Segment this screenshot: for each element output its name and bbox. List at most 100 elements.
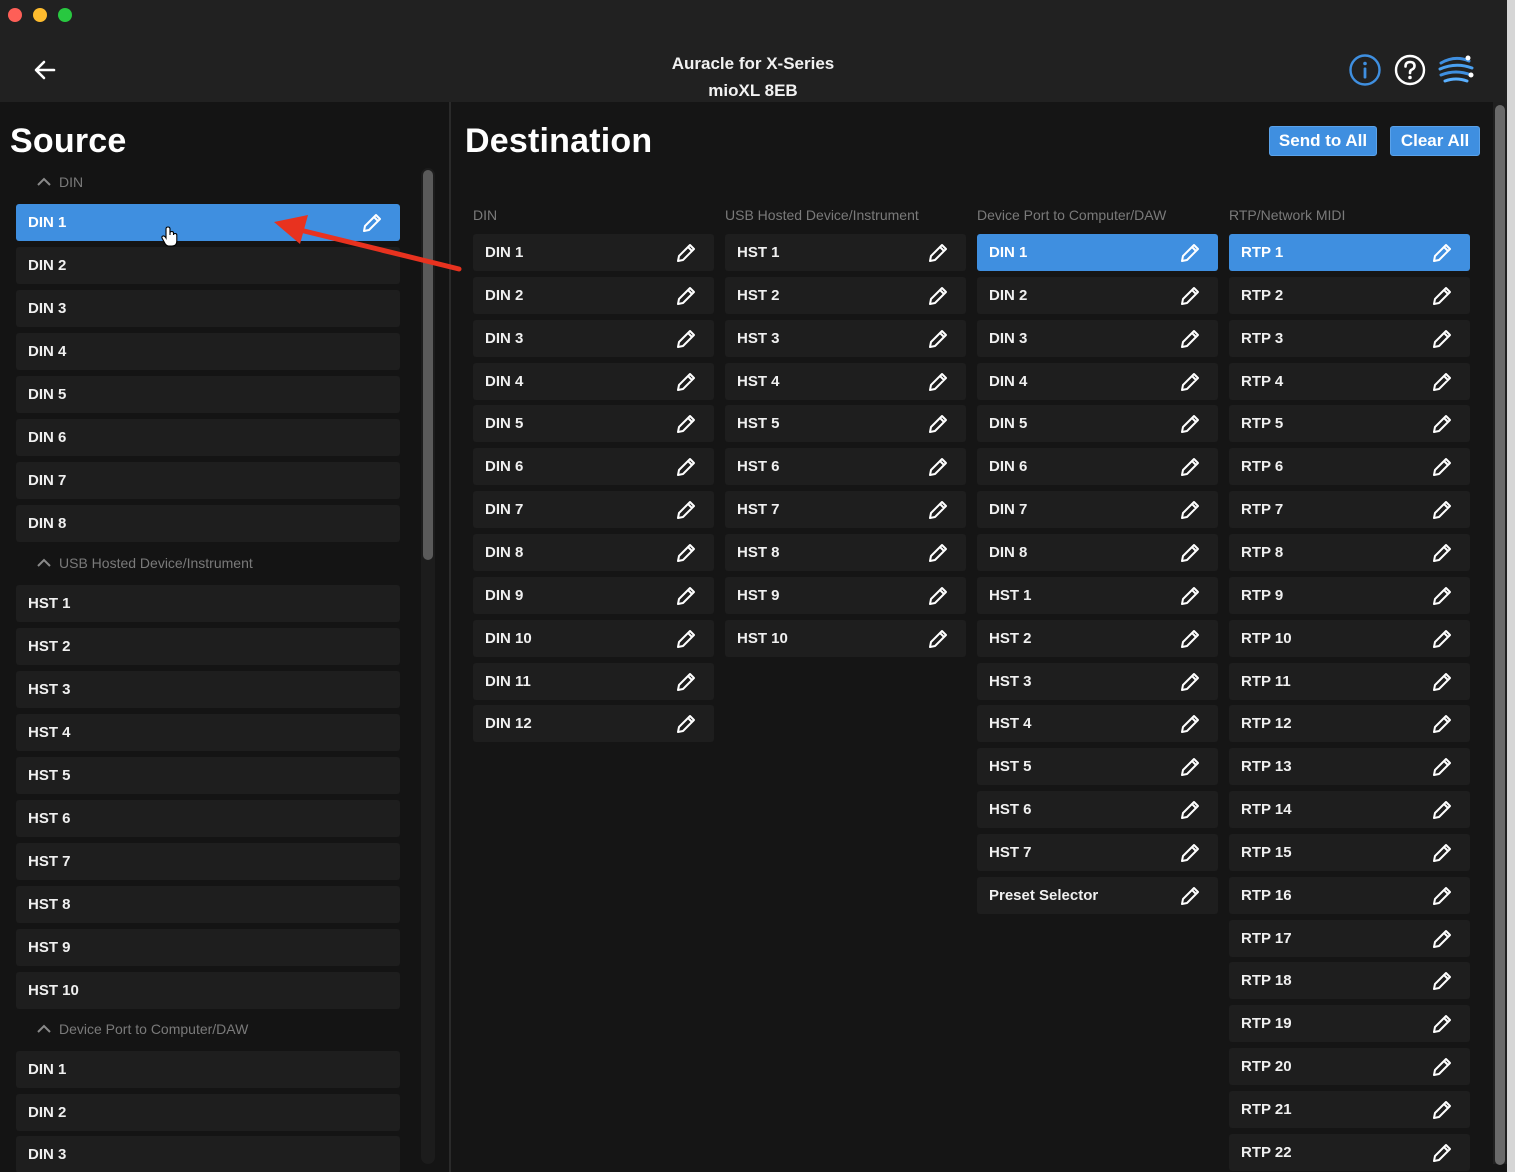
dest-item-rtp-18[interactable]: RTP 18 (1229, 962, 1470, 999)
pencil-icon[interactable] (674, 498, 698, 522)
source-item-din-6[interactable]: DIN 6 (16, 419, 400, 456)
dest-item-rtp-1[interactable]: RTP 1 (1229, 234, 1470, 271)
dest-item-rtp-15[interactable]: RTP 15 (1229, 834, 1470, 871)
dest-item-din-1[interactable]: DIN 1 (473, 234, 714, 271)
pencil-icon[interactable] (1178, 798, 1202, 822)
pencil-icon[interactable] (1430, 412, 1454, 436)
source-item-din-1[interactable]: DIN 1 (16, 204, 400, 241)
pencil-icon[interactable] (1430, 455, 1454, 479)
pencil-icon[interactable] (1430, 327, 1454, 351)
dest-item-rtp-19[interactable]: RTP 19 (1229, 1005, 1470, 1042)
source-item-hst-2[interactable]: HST 2 (16, 628, 400, 665)
source-item-din-3[interactable]: DIN 3 (16, 290, 400, 327)
dest-item-rtp-4[interactable]: RTP 4 (1229, 363, 1470, 400)
dest-item-usb-1[interactable]: HST 1 (725, 234, 966, 271)
source-item-hst-9[interactable]: HST 9 (16, 929, 400, 966)
source-item-hst-3[interactable]: HST 3 (16, 671, 400, 708)
source-section-device-port-header[interactable]: Device Port to Computer/DAW (36, 1018, 248, 1040)
source-item-din-7[interactable]: DIN 7 (16, 462, 400, 499)
source-item-hst-7[interactable]: HST 7 (16, 843, 400, 880)
pencil-icon[interactable] (1178, 412, 1202, 436)
dest-item-rtp-6[interactable]: RTP 6 (1229, 448, 1470, 485)
pencil-icon[interactable] (1430, 1098, 1454, 1122)
dest-item-din-10[interactable]: DIN 10 (473, 620, 714, 657)
dest-item-port-10[interactable]: HST 2 (977, 620, 1218, 657)
pencil-icon[interactable] (926, 541, 950, 565)
dest-item-rtp-20[interactable]: RTP 20 (1229, 1048, 1470, 1085)
pencil-icon[interactable] (926, 370, 950, 394)
pencil-icon[interactable] (1430, 927, 1454, 951)
pencil-icon[interactable] (926, 284, 950, 308)
pencil-icon[interactable] (1430, 584, 1454, 608)
source-item-hst-6[interactable]: HST 6 (16, 800, 400, 837)
source-item-din-4[interactable]: DIN 4 (16, 333, 400, 370)
dest-item-port-14[interactable]: HST 6 (977, 791, 1218, 828)
dest-item-din-5[interactable]: DIN 5 (473, 405, 714, 442)
pencil-icon[interactable] (360, 211, 384, 235)
help-button[interactable] (1393, 53, 1427, 87)
dest-item-rtp-5[interactable]: RTP 5 (1229, 405, 1470, 442)
dest-item-rtp-7[interactable]: RTP 7 (1229, 491, 1470, 528)
pencil-icon[interactable] (674, 712, 698, 736)
pencil-icon[interactable] (1430, 798, 1454, 822)
dest-item-din-4[interactable]: DIN 4 (473, 363, 714, 400)
minimize-window-button[interactable] (33, 8, 47, 22)
dest-item-rtp-2[interactable]: RTP 2 (1229, 277, 1470, 314)
pencil-icon[interactable] (1430, 969, 1454, 993)
dest-item-usb-6[interactable]: HST 6 (725, 448, 966, 485)
pencil-icon[interactable] (674, 541, 698, 565)
pencil-icon[interactable] (674, 627, 698, 651)
pencil-icon[interactable] (1178, 327, 1202, 351)
pencil-icon[interactable] (1430, 884, 1454, 908)
source-item-hst-1[interactable]: HST 1 (16, 585, 400, 622)
pencil-icon[interactable] (1178, 670, 1202, 694)
pencil-icon[interactable] (1430, 284, 1454, 308)
pencil-icon[interactable] (926, 498, 950, 522)
pencil-icon[interactable] (1430, 841, 1454, 865)
dest-item-port-7[interactable]: DIN 7 (977, 491, 1218, 528)
dest-item-rtp-21[interactable]: RTP 21 (1229, 1091, 1470, 1128)
dest-item-usb-9[interactable]: HST 9 (725, 577, 966, 614)
pencil-icon[interactable] (1430, 670, 1454, 694)
dest-item-port-12[interactable]: HST 4 (977, 705, 1218, 742)
dest-item-port-2[interactable]: DIN 2 (977, 277, 1218, 314)
pencil-icon[interactable] (926, 241, 950, 265)
pencil-icon[interactable] (1430, 498, 1454, 522)
pencil-icon[interactable] (1430, 370, 1454, 394)
source-item-din-5[interactable]: DIN 5 (16, 376, 400, 413)
source-item-hst-8[interactable]: HST 8 (16, 886, 400, 923)
pencil-icon[interactable] (1178, 541, 1202, 565)
dest-item-rtp-16[interactable]: RTP 16 (1229, 877, 1470, 914)
dest-item-rtp-22[interactable]: RTP 22 (1229, 1134, 1470, 1171)
dest-item-usb-5[interactable]: HST 5 (725, 405, 966, 442)
pencil-icon[interactable] (926, 627, 950, 651)
source-scrollbar-thumb[interactable] (423, 170, 433, 560)
zoom-window-button[interactable] (58, 8, 72, 22)
pencil-icon[interactable] (1430, 1055, 1454, 1079)
pencil-icon[interactable] (1178, 498, 1202, 522)
source-item-hst-4[interactable]: HST 4 (16, 714, 400, 751)
dest-item-rtp-9[interactable]: RTP 9 (1229, 577, 1470, 614)
dest-item-rtp-3[interactable]: RTP 3 (1229, 320, 1470, 357)
clear-all-button[interactable]: Clear All (1390, 126, 1480, 156)
dest-item-port-5[interactable]: DIN 5 (977, 405, 1218, 442)
dest-item-din-7[interactable]: DIN 7 (473, 491, 714, 528)
close-window-button[interactable] (8, 8, 22, 22)
source-section-usb-header[interactable]: USB Hosted Device/Instrument (36, 552, 253, 574)
source-item-port-din-1[interactable]: DIN 1 (16, 1051, 400, 1088)
pencil-icon[interactable] (674, 455, 698, 479)
dest-item-port-8[interactable]: DIN 8 (977, 534, 1218, 571)
pencil-icon[interactable] (926, 584, 950, 608)
pencil-icon[interactable] (926, 327, 950, 351)
dest-item-port-15[interactable]: HST 7 (977, 834, 1218, 871)
dest-item-port-6[interactable]: DIN 6 (977, 448, 1218, 485)
source-section-din-header[interactable]: DIN (36, 171, 83, 193)
dest-item-din-11[interactable]: DIN 11 (473, 663, 714, 700)
dest-item-rtp-13[interactable]: RTP 13 (1229, 748, 1470, 785)
pencil-icon[interactable] (1178, 712, 1202, 736)
dest-item-usb-2[interactable]: HST 2 (725, 277, 966, 314)
pencil-icon[interactable] (1430, 1012, 1454, 1036)
source-item-din-2[interactable]: DIN 2 (16, 247, 400, 284)
dest-item-usb-7[interactable]: HST 7 (725, 491, 966, 528)
dest-item-din-2[interactable]: DIN 2 (473, 277, 714, 314)
